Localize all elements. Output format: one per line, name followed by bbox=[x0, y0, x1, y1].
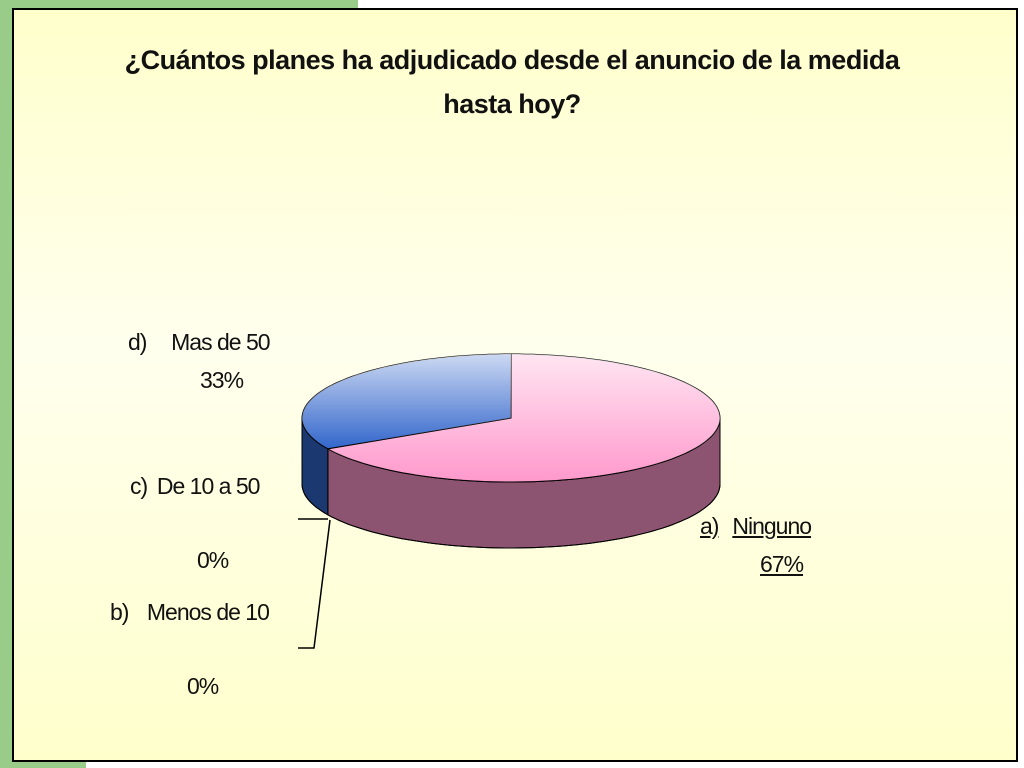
slice-highlight bbox=[327, 354, 720, 482]
green-bar-bottom bbox=[0, 758, 86, 768]
value-label: 33% bbox=[200, 367, 244, 393]
category-label: b) Menos de 10 bbox=[110, 599, 270, 625]
value-label: 0% bbox=[187, 673, 219, 699]
pie bbox=[301, 353, 721, 549]
category-label: a) Ninguno bbox=[700, 513, 812, 539]
category-label: c) De 10 a 50 bbox=[130, 473, 260, 499]
green-bar-top bbox=[0, 0, 358, 10]
category-label: d) Mas de 50 bbox=[128, 329, 271, 355]
slice-highlight bbox=[302, 354, 511, 449]
chart-title: ¿Cuántos planes ha adjudicado desde el a… bbox=[124, 45, 900, 119]
value-label: 67% bbox=[760, 551, 804, 577]
value-label: 0% bbox=[197, 547, 229, 573]
green-bar-left bbox=[0, 0, 12, 768]
leader-line bbox=[298, 519, 331, 649]
